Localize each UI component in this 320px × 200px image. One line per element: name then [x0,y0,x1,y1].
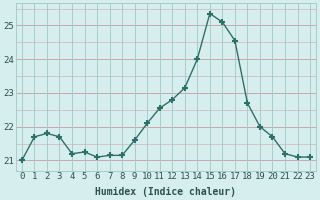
X-axis label: Humidex (Indice chaleur): Humidex (Indice chaleur) [95,186,236,197]
